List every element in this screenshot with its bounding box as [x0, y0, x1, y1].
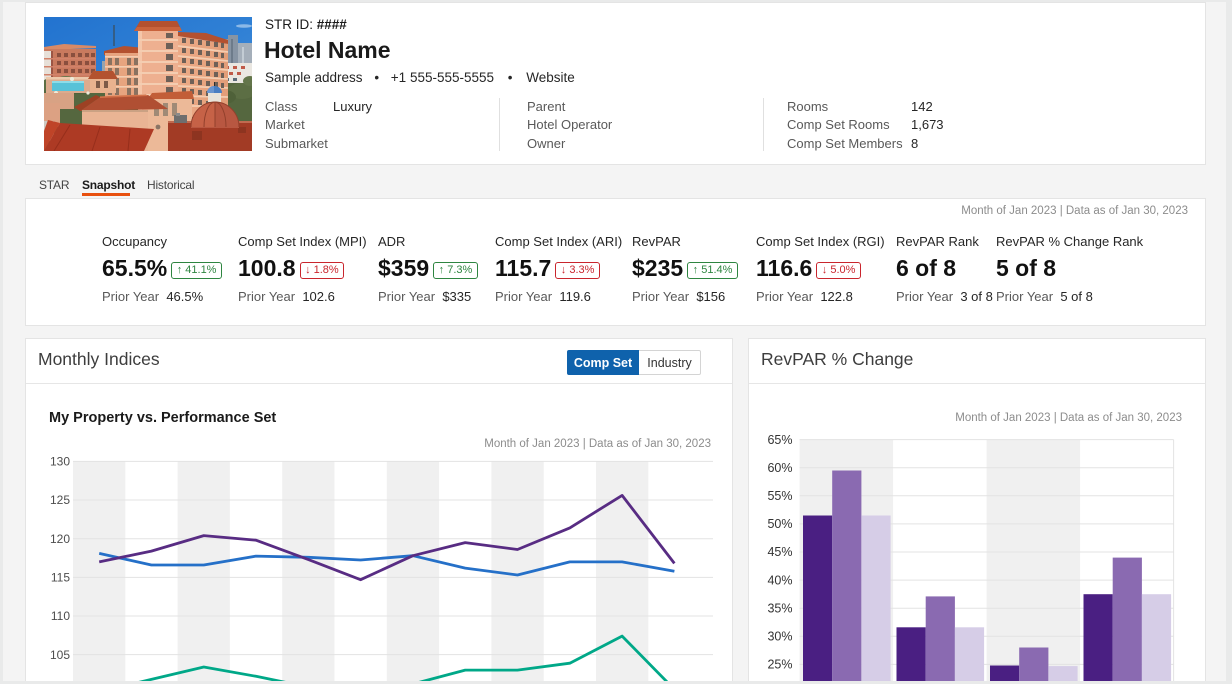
svg-text:35%: 35%: [767, 601, 792, 615]
svg-text:55%: 55%: [767, 489, 792, 503]
svg-text:130: 130: [50, 455, 70, 469]
svg-text:45%: 45%: [767, 545, 792, 559]
svg-text:25%: 25%: [767, 658, 792, 672]
svg-text:40%: 40%: [767, 573, 792, 587]
svg-text:110: 110: [51, 609, 70, 623]
svg-text:105: 105: [50, 648, 70, 662]
svg-text:60%: 60%: [767, 461, 792, 475]
svg-text:My Property vs. Performance Se: My Property vs. Performance Set: [49, 410, 276, 426]
svg-text:Month of Jan 2023 | Data as of: Month of Jan 2023 | Data as of Jan 30, 2…: [484, 438, 711, 450]
svg-text:30%: 30%: [767, 630, 792, 644]
svg-text:115: 115: [51, 571, 70, 585]
svg-text:Month of Jan 2023 | Data as of: Month of Jan 2023 | Data as of Jan 30, 2…: [955, 412, 1182, 424]
svg-text:50%: 50%: [767, 517, 792, 531]
svg-text:120: 120: [50, 532, 70, 546]
svg-text:125: 125: [50, 493, 70, 507]
svg-text:65%: 65%: [767, 433, 792, 447]
